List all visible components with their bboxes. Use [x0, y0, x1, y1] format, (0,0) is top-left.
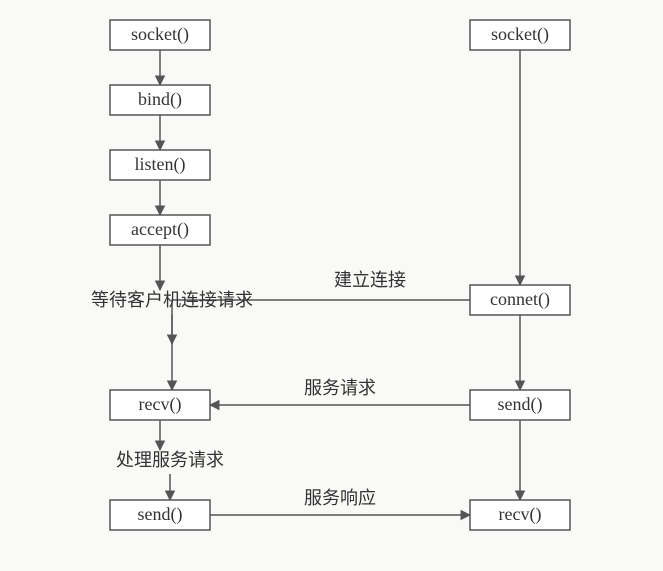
flow-node-label-s_accept: accept() — [131, 219, 189, 240]
flow-node-label-c_socket: socket() — [491, 24, 549, 45]
flow-node-label-s_send: send() — [138, 504, 183, 525]
flow-node-label-c_connect: connet() — [490, 289, 550, 310]
flow-node-label-s_bind: bind() — [138, 89, 182, 110]
flow-edge-label-c_send-to-s_recv: 服务请求 — [304, 378, 376, 398]
flow-node-label-c_send: send() — [498, 394, 543, 415]
flow-text-s_wait: 等待客户机连接请求 — [91, 290, 253, 310]
flow-edge-label-s_send-to-c_recv: 服务响应 — [304, 488, 376, 508]
flow-node-label-c_recv: recv() — [499, 504, 542, 525]
flowchart-canvas: socket() bind() listen() accept() 等待客户机连接请求 r… — [0, 0, 663, 571]
flow-text-s_proc: 处理服务请求 — [116, 450, 224, 470]
flow-edge-label-c_connect-to-s_wait: 建立连接 — [334, 270, 406, 290]
flow-node-label-s_recv: recv() — [139, 394, 182, 415]
flow-node-label-s_listen: listen() — [135, 154, 186, 175]
flow-node-label-s_socket: socket() — [131, 24, 189, 45]
